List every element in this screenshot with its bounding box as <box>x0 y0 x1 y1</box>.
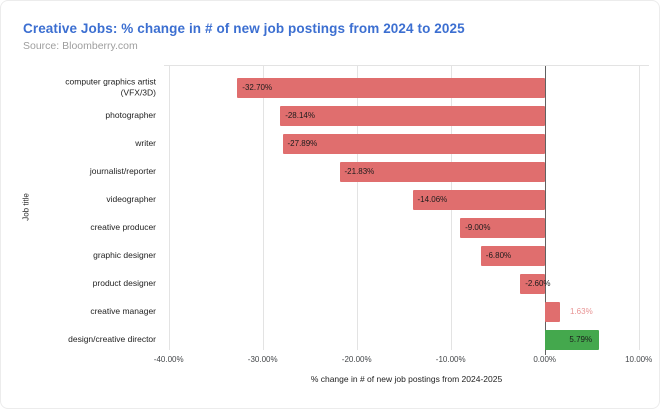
bar-value-label: 1.63% <box>570 307 593 316</box>
bar-value-label: -6.80% <box>485 251 512 260</box>
chart-source: Source: Bloomberry.com <box>23 40 138 52</box>
gridline <box>168 66 170 350</box>
bar <box>520 274 545 294</box>
x-axis-ticks: -40.00% -30.00% -20.00% -10.00% 0.00% 10.00% <box>154 355 652 367</box>
category-axis: computer graphics artist (VFX/3D) photogr… <box>31 65 156 349</box>
zero-baseline <box>544 66 546 355</box>
bar-value-label: -14.06% <box>417 195 448 204</box>
x-tick-label: -40.00% <box>153 355 184 364</box>
bar <box>480 246 545 266</box>
x-tick-label: -30.00% <box>247 355 278 364</box>
bar-value-label: -9.00% <box>465 223 491 232</box>
gridline <box>638 66 640 350</box>
category-label: design/creative director <box>68 333 156 344</box>
x-tick-label: -10.00% <box>435 355 466 364</box>
chart-title: Creative Jobs: % change in # of new job … <box>23 21 465 36</box>
bar-value-label: -21.83% <box>344 167 375 176</box>
bar <box>544 330 600 350</box>
category-label: videographer <box>106 193 156 204</box>
bar-value-label: -32.70% <box>242 83 273 92</box>
category-label: graphic designer <box>93 249 156 260</box>
x-tick-label: 10.00% <box>625 355 653 364</box>
bar <box>339 162 545 182</box>
x-tick-label: 0.00% <box>533 355 557 364</box>
bar-value-label: -28.14% <box>285 111 315 120</box>
category-label: product designer <box>92 277 156 288</box>
bar-value-label: -2.60% <box>525 279 551 288</box>
category-label: computer graphics artist (VFX/3D) <box>65 76 156 98</box>
category-label: creative producer <box>90 221 156 232</box>
bar <box>280 106 545 126</box>
bar-value-label: -27.89% <box>287 139 318 148</box>
bar <box>412 190 545 210</box>
y-axis-title: Job title <box>21 193 31 221</box>
bar <box>282 134 545 154</box>
bar <box>237 78 545 98</box>
bar-value-label: 5.79% <box>569 335 593 344</box>
bar <box>460 218 545 238</box>
gridline <box>356 66 358 350</box>
x-axis-title: % change in # of new job postings from 2… <box>310 374 503 384</box>
category-label: photographer <box>105 109 156 120</box>
x-tick-label: -20.00% <box>341 355 372 364</box>
bar <box>544 302 560 322</box>
gridline <box>262 66 264 350</box>
plot-area: -32.70% -28.14% -27.89% -21.83% -14.06% -9.00… <box>164 65 649 355</box>
category-label: writer <box>135 137 156 148</box>
category-label: creative manager <box>90 305 156 316</box>
category-label: journalist/reporter <box>89 165 156 176</box>
